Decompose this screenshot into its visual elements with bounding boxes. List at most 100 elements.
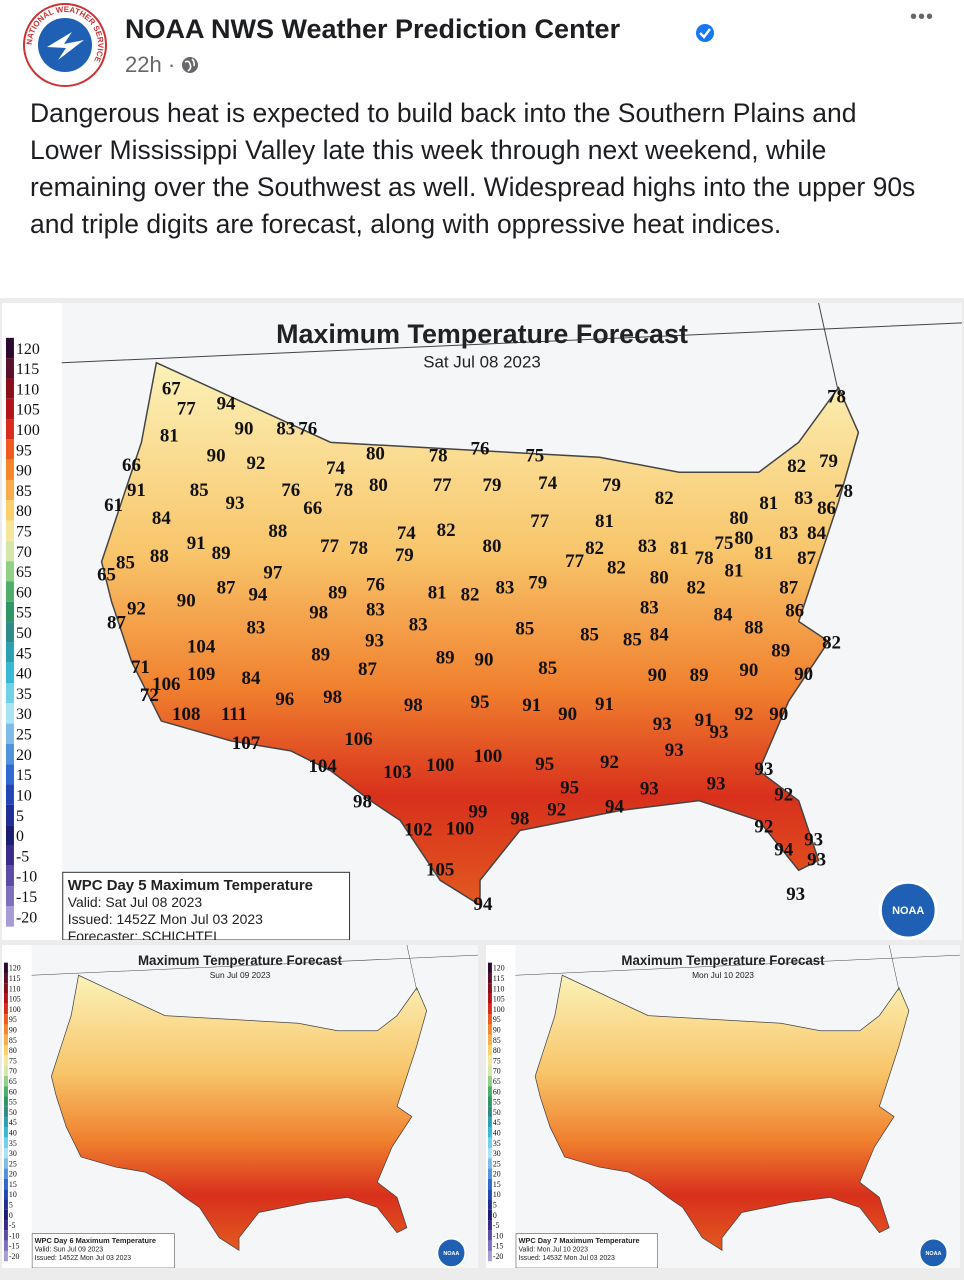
legend-label: -5: [9, 1221, 16, 1230]
temperature-label: 98: [510, 809, 529, 830]
temperature-label: 81: [670, 538, 689, 559]
legend-swatch: [487, 1096, 492, 1107]
temperature-label: 78: [695, 548, 714, 569]
temperature-label: 92: [547, 800, 566, 821]
temperature-label: 77: [320, 536, 339, 557]
legend-label: -10: [9, 1231, 20, 1240]
temperature-label: 107: [232, 733, 260, 754]
legend-swatch: [3, 1220, 8, 1231]
legend-label: -20: [493, 1252, 503, 1261]
temperature-label: 89: [690, 665, 709, 686]
temperature-label: 65: [97, 565, 116, 586]
temperature-label: 74: [397, 523, 416, 544]
temperature-label: 109: [187, 664, 215, 685]
legend-swatch: [487, 1147, 492, 1159]
legend-label: 85: [9, 1036, 17, 1045]
time[interactable]: 22h ·: [125, 52, 176, 77]
noaa-logo-text: NOAA: [925, 1251, 941, 1257]
legend-swatch: [487, 1209, 492, 1221]
temperature-label: 98: [353, 792, 372, 813]
temperature-label: 83: [638, 536, 657, 557]
temperature-label: 93: [226, 493, 245, 514]
legend-swatch: [487, 1189, 492, 1200]
legend-swatch: [3, 1106, 8, 1118]
legend-label: 95: [493, 1015, 501, 1024]
legend-swatch: [487, 1024, 492, 1035]
temperature-label: 76: [471, 438, 490, 459]
legend-label: 75: [16, 524, 32, 541]
profile-logo[interactable]: NATIONAL WEATHER SERVICE: [22, 2, 108, 88]
legend-label: 30: [16, 706, 32, 723]
legend-label: 20: [493, 1170, 501, 1179]
temperature-label: 85: [116, 553, 135, 574]
temperature-label: 78: [429, 445, 448, 466]
legend-label: 45: [9, 1118, 17, 1127]
legend-label: 0: [9, 1211, 13, 1220]
caption-line: Issued: 1452Z Mon Jul 03 2023: [68, 911, 263, 927]
temperature-label: 91: [187, 533, 206, 554]
legend-swatch: [487, 1014, 492, 1025]
temperature-label: 75: [525, 445, 544, 466]
legend-swatch: [5, 642, 14, 663]
temperature-label: 66: [122, 455, 141, 476]
temperature-label: 87: [779, 578, 798, 599]
legend-label: 90: [9, 1025, 17, 1034]
temperature-label: 87: [797, 548, 816, 569]
legend-label: 115: [9, 974, 21, 983]
temperature-label: 95: [560, 778, 579, 799]
legend-swatch: [3, 983, 8, 994]
caption-line: Forecaster: SCHICHTEL: [68, 928, 221, 940]
temperature-label: 79: [483, 475, 502, 496]
legend-label: 65: [493, 1077, 501, 1086]
legend-label: 110: [493, 984, 505, 993]
temperature-label: 85: [538, 658, 557, 679]
temperature-label: 91: [695, 710, 714, 731]
legend-swatch: [5, 479, 14, 501]
legend-label: 10: [9, 1190, 17, 1199]
legend-swatch: [5, 662, 14, 684]
temperature-label: 93: [804, 829, 823, 850]
legend-swatch: [5, 906, 14, 927]
temperature-label: 92: [246, 453, 265, 474]
legend-swatch: [5, 398, 14, 420]
legend-label: 65: [16, 564, 32, 581]
more-button[interactable]: •••: [909, 6, 934, 28]
legend-swatch: [3, 993, 8, 1004]
temperature-label: 71: [131, 657, 150, 678]
map-day6[interactable]: Maximum Temperature Forecast Sun Jul 09 2…: [2, 945, 478, 1268]
caption-line: WPC Day 5 Maximum Temperature: [68, 877, 313, 894]
map-main[interactable]: Maximum Temperature Forecast Sat Jul 08 2…: [2, 303, 962, 940]
legend-label: -15: [16, 889, 37, 906]
temperature-label: 84: [650, 624, 669, 645]
temperature-label: 77: [177, 398, 196, 419]
legend-label: -15: [493, 1242, 503, 1251]
temperature-label: 93: [707, 774, 726, 795]
noaa-logo: [436, 1237, 466, 1268]
map-day7[interactable]: Maximum Temperature Forecast Mon Jul 10 2…: [486, 945, 960, 1268]
temperature-label: 61: [104, 495, 123, 516]
temperature-label: 93: [807, 849, 826, 870]
legend-label: 40: [9, 1128, 17, 1137]
legend-label: 105: [16, 402, 40, 419]
legend-label: 60: [16, 584, 32, 601]
legend-label: 35: [493, 1139, 501, 1148]
caption-line: Valid: Sun Jul 09 2023: [35, 1246, 104, 1253]
temperature-label: 90: [794, 664, 813, 685]
temperature-label: 81: [754, 543, 773, 564]
verified-badge: [696, 24, 714, 42]
legend-swatch: [3, 1199, 8, 1210]
legend-swatch: [5, 886, 14, 907]
temperature-label: 95: [535, 754, 554, 775]
post-time[interactable]: 22h ·: [125, 52, 199, 78]
legend-label: 75: [493, 1056, 501, 1065]
caption-line: Issued: 1453Z Mon Jul 03 2023: [518, 1255, 614, 1262]
legend-swatch: [5, 784, 14, 805]
legend-label: 0: [16, 828, 24, 845]
legend-swatch: [5, 601, 14, 623]
legend-swatch: [5, 500, 14, 521]
temperature-label: 102: [404, 819, 432, 840]
temperature-label: 100: [474, 746, 502, 767]
legend-swatch: [487, 1117, 492, 1128]
legend-swatch: [5, 561, 14, 582]
author-name[interactable]: NOAA NWS Weather Prediction Center: [125, 14, 621, 44]
